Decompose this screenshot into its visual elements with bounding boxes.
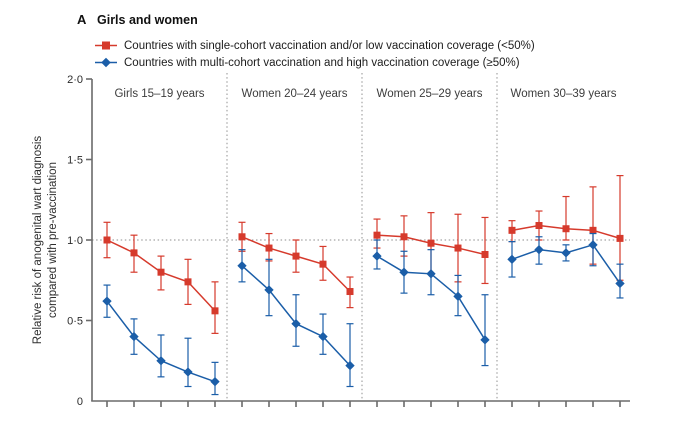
data-point-diamond: [264, 285, 274, 295]
data-point-square: [103, 236, 111, 244]
data-point-diamond: [183, 367, 193, 377]
data-point-square: [427, 239, 435, 247]
series-single-cohort-panel-2: [238, 221, 354, 309]
y-tick-label: 0·5: [67, 316, 83, 328]
data-point-square: [535, 222, 543, 230]
series-single-cohort-panel-1: [103, 221, 219, 334]
y-tick-label: 0: [77, 396, 83, 408]
legend-marker-diamond-icon: [95, 57, 117, 68]
data-point-diamond: [480, 335, 490, 345]
data-point-square: [346, 288, 354, 296]
data-point-diamond: [129, 331, 139, 342]
data-point-diamond: [156, 356, 166, 366]
data-point-square: [265, 244, 273, 252]
series-multi-cohort-panel-2: [237, 249, 355, 388]
data-point-square: [616, 234, 624, 242]
data-point-diamond: [507, 254, 517, 264]
data-point-square: [157, 268, 165, 276]
data-point-square: [508, 226, 516, 234]
data-point-square: [292, 252, 300, 260]
data-point-square: [454, 244, 462, 252]
legend: Countries with single-cohort vaccination…: [94, 37, 535, 71]
y-axis-title-line-2: compared with pre-vaccination: [47, 162, 59, 318]
y-tick-label: 2·0: [67, 74, 83, 86]
figure-title: Girls and women: [97, 13, 198, 27]
legend-item-multi-cohort: Countries with multi-cohort vaccination …: [94, 54, 535, 71]
legend-label-multi-cohort: Countries with multi-cohort vaccination …: [124, 56, 520, 69]
data-point-square: [130, 249, 138, 257]
legend-marker-square-icon: [95, 41, 117, 50]
data-point-diamond: [561, 248, 571, 258]
series-multi-cohort-panel-3: [372, 239, 490, 367]
panel-title-women-25-29: Women 25–29 years: [376, 88, 483, 100]
series-single-cohort-panel-3: [373, 212, 489, 285]
data-point-diamond: [237, 261, 247, 271]
axes: [86, 78, 630, 407]
data-point-square: [238, 233, 246, 241]
series-multi-cohort-panel-1: [102, 284, 220, 396]
data-point-diamond: [453, 291, 463, 302]
data-point-square: [184, 278, 192, 286]
data-point-diamond: [534, 244, 544, 255]
data-point-square: [400, 233, 408, 241]
data-point-square: [211, 307, 219, 315]
data-point-square: [562, 225, 570, 233]
series-single-cohort-panel-4: [508, 175, 624, 281]
data-point-square: [481, 250, 489, 258]
legend-label-single-cohort: Countries with single-cohort vaccination…: [124, 39, 535, 52]
data-point-diamond: [291, 319, 301, 329]
panel-title-women-30-39: Women 30–39 years: [510, 88, 617, 100]
y-tick-label: 1·0: [67, 235, 83, 247]
y-axis-title-line-1: Relative risk of anogenital wart diagnos…: [32, 135, 45, 345]
series-multi-cohort-panel-4: [507, 232, 625, 299]
legend-item-single-cohort: Countries with single-cohort vaccination…: [94, 37, 535, 54]
figure-panel-letter: A: [77, 12, 87, 27]
data-point-diamond: [345, 360, 355, 371]
panel-title-girls-15-19: Girls 15–19 years: [114, 88, 205, 100]
data-point-diamond: [615, 278, 625, 289]
data-point-diamond: [318, 331, 328, 342]
y-tick-label: 1·5: [67, 155, 83, 167]
data-point-diamond: [372, 251, 382, 261]
panel-title-women-20-24: Women 20–24 years: [241, 88, 348, 100]
data-point-diamond: [588, 240, 598, 250]
data-point-diamond: [399, 267, 409, 277]
data-point-square: [373, 231, 381, 239]
data-point-square: [589, 226, 597, 234]
data-point-diamond: [210, 377, 220, 387]
data-point-square: [319, 260, 327, 268]
data-point-diamond: [426, 269, 436, 279]
